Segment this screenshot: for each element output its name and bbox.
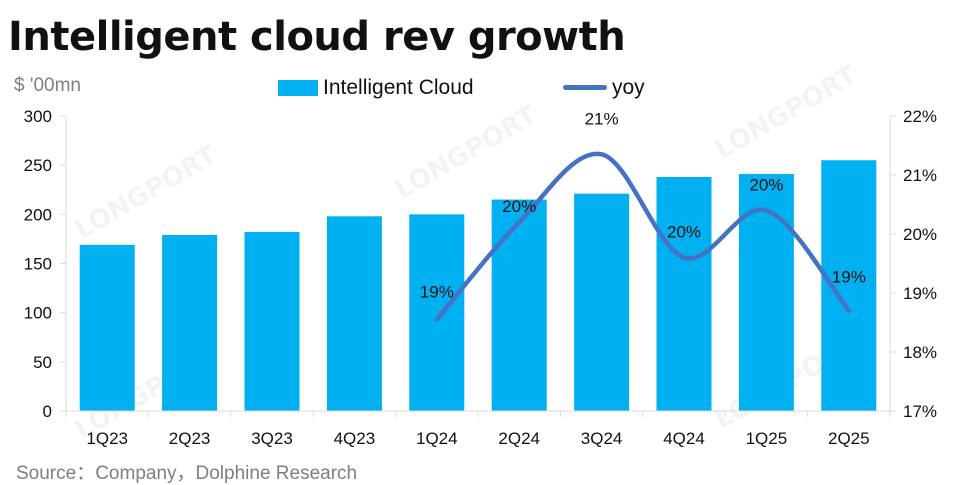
x-tick-label: 4Q23 [334,429,376,448]
y-left-tick-label: 200 [24,205,52,224]
source-note: Source：Company，Dolphine Research [16,463,358,484]
bar-1q24 [409,214,465,411]
bar-1q23 [79,244,135,411]
watermark-text: LONGPORT [710,60,863,165]
y-right-tick-label: 21% [903,166,937,185]
bar-4q23 [326,216,382,411]
y-right-tick-label: 22% [903,107,937,126]
chart-title: Intelligent cloud rev growth [8,14,626,60]
axes [60,115,896,417]
yoy-data-label: 21% [585,109,619,128]
y-left-tick-label: 100 [24,304,52,323]
tick-labels: 1Q23 2Q23 3Q23 4Q23 1Q24 2Q24 3Q24 4Q24 1Q25 2Q25… [24,107,937,448]
x-tick-label: 1Q24 [416,429,458,448]
watermark-text: LONGPORT [70,140,223,245]
x-tick-label: 1Q25 [746,429,788,448]
bar-4q24 [656,176,712,411]
y-left-tick-label: 250 [24,156,52,175]
unit-label: $ '00mn [14,75,82,96]
yoy-data-label: 19% [420,283,454,302]
x-tick-label: 3Q24 [581,429,623,448]
bar-series [79,160,877,411]
bar-2q24 [491,199,547,411]
bar-2q23 [162,234,218,411]
x-tick-label: 2Q25 [828,429,870,448]
y-right-tick-label: 20% [903,225,937,244]
legend-swatch-intelligent-cloud [278,80,318,96]
x-tick-label: 4Q24 [663,429,705,448]
yoy-data-label: 20% [502,197,536,216]
y-right-tick-label: 17% [903,402,937,421]
y-left-tick-label: 300 [24,107,52,126]
legend-label-intelligent-cloud: Intelligent Cloud [323,76,474,99]
yoy-data-label: 20% [667,223,701,242]
x-tick-label: 2Q24 [498,429,540,448]
yoy-data-label: 20% [749,175,783,194]
watermark-text: LONGPORT [390,100,543,205]
yoy-data-label: 19% [832,268,866,287]
y-left-tick-label: 150 [24,255,52,274]
x-tick-label: 1Q23 [86,429,128,448]
x-tick-label: 2Q23 [169,429,211,448]
y-left-tick-label: 50 [33,353,52,372]
y-right-tick-label: 18% [903,343,937,362]
y-left-tick-label: 0 [43,402,52,421]
bar-3q24 [574,193,630,411]
bar-3q23 [244,232,300,411]
legend-swatch-yoy [563,85,607,90]
legend-label-yoy: yoy [612,76,645,99]
yoy-line [434,151,852,322]
line-series [434,151,852,322]
y-right-tick-label: 19% [903,284,937,303]
x-tick-label: 3Q23 [251,429,293,448]
